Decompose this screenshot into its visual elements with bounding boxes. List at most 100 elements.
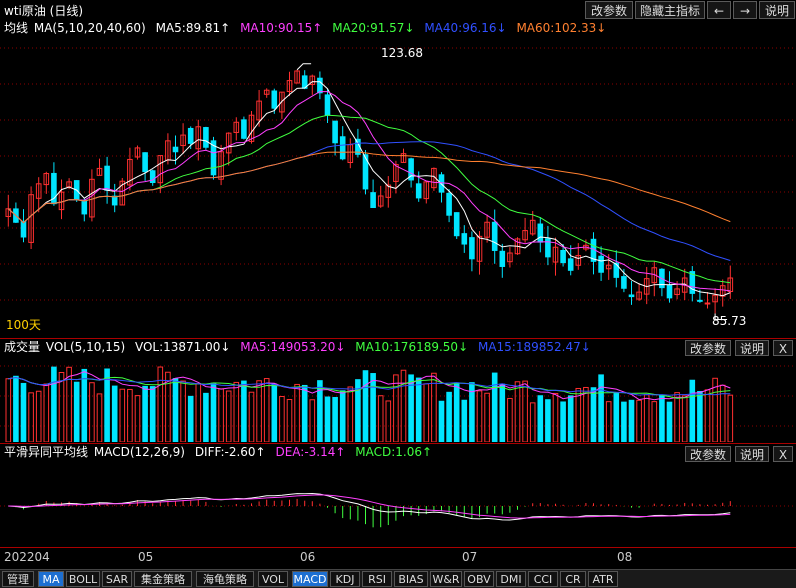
candle-body bbox=[294, 70, 300, 84]
tab-bias[interactable]: BIAS bbox=[394, 571, 428, 587]
volume-bar bbox=[195, 383, 202, 442]
ma-label: 均线 bbox=[4, 21, 29, 35]
candle-body bbox=[613, 262, 620, 278]
next-button[interactable]: → bbox=[733, 1, 757, 19]
volume-bar bbox=[514, 381, 521, 442]
tab-cr[interactable]: CR bbox=[560, 571, 586, 587]
volume-bar bbox=[590, 387, 597, 442]
tab-atr[interactable]: ATR bbox=[588, 571, 618, 587]
candle-body bbox=[674, 288, 680, 296]
volume-bar bbox=[81, 368, 88, 442]
ma10-line bbox=[7, 91, 731, 292]
volume-bar bbox=[180, 380, 186, 442]
volume-bar bbox=[20, 382, 27, 442]
vol-ma5-line bbox=[8, 371, 731, 401]
tab-dmi[interactable]: DMI bbox=[496, 571, 526, 587]
volume-bar bbox=[96, 393, 103, 442]
candle-body bbox=[415, 183, 422, 199]
macd-params: MACD(12,26,9) bbox=[93, 445, 185, 459]
low-marker-line bbox=[714, 313, 728, 320]
ma20-value: MA20:91.57↓ bbox=[332, 21, 415, 35]
candle-body bbox=[172, 146, 179, 153]
volume-chart[interactable] bbox=[0, 356, 796, 442]
volume-bar bbox=[476, 390, 483, 442]
tab-boll[interactable]: BOLL bbox=[66, 571, 100, 587]
volume-bar bbox=[5, 378, 12, 442]
macd-chart[interactable] bbox=[0, 461, 796, 547]
date-label: 07 bbox=[462, 550, 478, 564]
tab-obv[interactable]: OBV bbox=[464, 571, 494, 587]
tab-cci[interactable]: CCI bbox=[528, 571, 558, 587]
candle-body bbox=[697, 299, 703, 302]
prev-button[interactable]: ← bbox=[707, 1, 731, 19]
vol-help-button[interactable]: 说明 bbox=[735, 340, 769, 356]
tab-rsi[interactable]: RSI bbox=[362, 571, 392, 587]
tab-vol[interactable]: VOL bbox=[258, 571, 288, 587]
candle-body bbox=[385, 184, 392, 198]
candle-body bbox=[560, 249, 566, 264]
volume-bar bbox=[355, 379, 361, 442]
candle-body bbox=[81, 199, 88, 215]
candle-body bbox=[476, 235, 483, 262]
tab-kdj[interactable]: KDJ bbox=[330, 571, 360, 587]
macd-legend: 平滑异同平均线 MACD(12,26,9) DIFF:-2.60↑ DEA:-3… bbox=[4, 444, 438, 460]
candle-body bbox=[446, 192, 452, 216]
volume-bar bbox=[491, 372, 498, 442]
vol-params-button[interactable]: 改参数 bbox=[685, 340, 731, 356]
macd-close-button[interactable]: X bbox=[773, 446, 793, 462]
candle-body bbox=[393, 164, 399, 182]
candle-body bbox=[119, 180, 126, 206]
volume-bar bbox=[400, 369, 407, 442]
macd-help-button[interactable]: 说明 bbox=[735, 446, 769, 462]
volume-bar bbox=[294, 383, 300, 442]
volume-bar bbox=[605, 401, 612, 442]
ma5-value: MA5:89.81↑ bbox=[155, 21, 231, 35]
volume-bar bbox=[165, 371, 171, 442]
volume-bar bbox=[370, 373, 376, 442]
volume-bar bbox=[583, 386, 589, 442]
tab-jijin[interactable]: 集金策略 bbox=[134, 571, 192, 587]
candle-body bbox=[256, 100, 262, 121]
volume-bar bbox=[210, 382, 217, 442]
volume-bar bbox=[697, 390, 703, 442]
tab-ma[interactable]: MA bbox=[38, 571, 64, 587]
candle-body bbox=[423, 181, 430, 200]
candle-body bbox=[605, 264, 612, 270]
tab-turtle[interactable]: 海龟策略 bbox=[196, 571, 254, 587]
volume-bar bbox=[560, 401, 566, 442]
date-label: 08 bbox=[617, 550, 633, 564]
vol-ma15-value: MA15:189852.47↓ bbox=[477, 340, 591, 354]
candle-body bbox=[210, 140, 217, 176]
volume-bar bbox=[613, 393, 620, 442]
candle-body bbox=[241, 119, 247, 139]
params-button[interactable]: 改参数 bbox=[585, 1, 633, 19]
tab-wr[interactable]: W&R bbox=[430, 571, 462, 587]
tab-sar[interactable]: SAR bbox=[102, 571, 132, 587]
price-chart[interactable] bbox=[0, 38, 796, 338]
candle-body bbox=[279, 91, 285, 113]
volume-bar bbox=[575, 387, 582, 442]
volume-bar bbox=[73, 381, 80, 442]
candle-body bbox=[400, 153, 407, 163]
candle-body bbox=[35, 183, 42, 199]
tab-macd[interactable]: MACD bbox=[292, 571, 328, 587]
help-button[interactable]: 说明 bbox=[759, 1, 795, 19]
ma40-value: MA40:96.16↓ bbox=[424, 21, 507, 35]
vol-close-button[interactable]: X bbox=[773, 340, 793, 356]
low-price-label: 85.73 bbox=[712, 314, 747, 328]
hide-indicator-button[interactable]: 隐藏主指标 bbox=[635, 1, 705, 19]
candle-body bbox=[104, 165, 110, 191]
tab-manage[interactable]: 管理 bbox=[2, 571, 34, 587]
candle-body bbox=[469, 237, 475, 260]
macd-params-button[interactable]: 改参数 bbox=[685, 446, 731, 462]
volume-bar bbox=[43, 383, 50, 442]
volume-bar bbox=[339, 390, 346, 442]
volume-bar bbox=[309, 399, 316, 442]
candle-body bbox=[727, 277, 734, 292]
volume-bar bbox=[51, 366, 57, 442]
ma60-value: MA60:102.33↓ bbox=[516, 21, 607, 35]
candle-body bbox=[362, 154, 369, 190]
candle-body bbox=[271, 90, 278, 109]
volume-bar bbox=[172, 378, 179, 442]
candle-body bbox=[263, 89, 270, 95]
